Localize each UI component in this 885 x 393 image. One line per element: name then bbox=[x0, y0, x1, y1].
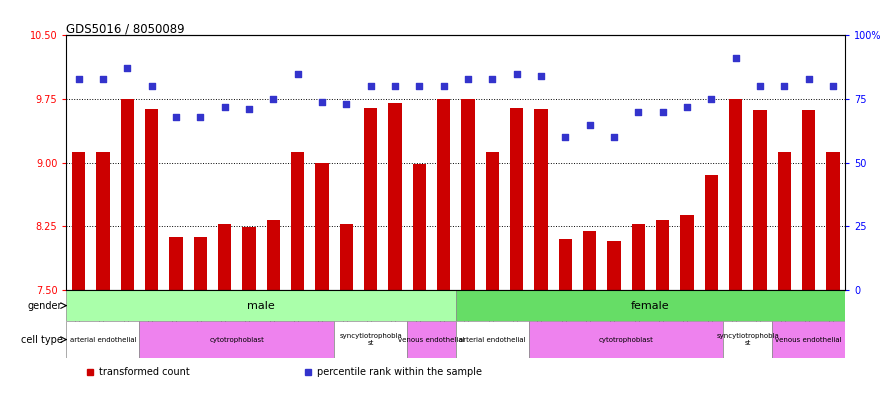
Bar bbox=[315, 163, 328, 290]
Text: cytotrophoblast: cytotrophoblast bbox=[209, 336, 265, 343]
Bar bbox=[461, 99, 474, 290]
Bar bbox=[827, 152, 840, 290]
Bar bbox=[96, 152, 110, 290]
Text: gender: gender bbox=[28, 301, 63, 310]
Bar bbox=[632, 224, 645, 290]
Bar bbox=[335, 321, 407, 358]
Text: percentile rank within the sample: percentile rank within the sample bbox=[317, 367, 482, 377]
Bar bbox=[456, 321, 528, 358]
Point bbox=[826, 83, 840, 90]
Point bbox=[558, 134, 573, 140]
Point bbox=[582, 121, 596, 128]
Bar bbox=[66, 321, 140, 358]
Text: female: female bbox=[631, 301, 670, 310]
Bar bbox=[218, 224, 231, 290]
Text: cytotrophoblast: cytotrophoblast bbox=[598, 336, 654, 343]
Bar bbox=[558, 239, 572, 290]
Bar bbox=[169, 237, 182, 290]
Bar bbox=[266, 220, 280, 290]
Bar bbox=[729, 99, 743, 290]
Bar bbox=[389, 103, 402, 290]
Text: venous endothelial: venous endothelial bbox=[775, 336, 842, 343]
Point bbox=[802, 75, 816, 82]
Point bbox=[631, 108, 645, 115]
Bar bbox=[802, 110, 815, 290]
Bar bbox=[778, 152, 791, 290]
Point bbox=[242, 106, 256, 112]
Bar bbox=[753, 110, 766, 290]
Bar bbox=[145, 109, 158, 290]
Point bbox=[777, 83, 791, 90]
Bar bbox=[528, 321, 724, 358]
Text: male: male bbox=[247, 301, 275, 310]
Point bbox=[436, 83, 450, 90]
Point bbox=[412, 83, 427, 90]
Bar bbox=[140, 321, 335, 358]
Bar bbox=[407, 321, 456, 358]
Point bbox=[290, 70, 304, 77]
Bar bbox=[535, 109, 548, 290]
Bar bbox=[656, 220, 669, 290]
Bar bbox=[340, 224, 353, 290]
Point bbox=[218, 103, 232, 110]
Bar bbox=[607, 241, 620, 290]
Bar bbox=[681, 215, 694, 290]
Point bbox=[680, 103, 694, 110]
Point bbox=[753, 83, 767, 90]
Bar bbox=[66, 290, 456, 321]
Point bbox=[193, 114, 207, 120]
Bar bbox=[364, 108, 377, 290]
Bar bbox=[412, 164, 426, 290]
Point bbox=[656, 108, 670, 115]
Point bbox=[704, 96, 719, 102]
Bar bbox=[291, 152, 304, 290]
Point bbox=[728, 55, 743, 61]
Point bbox=[315, 98, 329, 105]
Point bbox=[120, 65, 135, 72]
Text: syncytiotrophobla
st: syncytiotrophobla st bbox=[717, 333, 779, 346]
Text: arterial endothelial: arterial endothelial bbox=[459, 336, 526, 343]
Bar bbox=[583, 231, 596, 290]
Bar bbox=[72, 152, 85, 290]
Text: syncytiotrophobla
st: syncytiotrophobla st bbox=[339, 333, 402, 346]
Bar bbox=[120, 99, 134, 290]
Point bbox=[144, 83, 158, 90]
Bar bbox=[772, 321, 845, 358]
Point bbox=[339, 101, 353, 107]
Point bbox=[607, 134, 621, 140]
Text: GDS5016 / 8050089: GDS5016 / 8050089 bbox=[66, 22, 185, 35]
Point bbox=[169, 114, 183, 120]
Text: venous endothelial: venous endothelial bbox=[398, 336, 465, 343]
Point bbox=[534, 73, 548, 79]
Point bbox=[96, 75, 110, 82]
Point bbox=[461, 75, 475, 82]
Bar bbox=[486, 152, 499, 290]
Bar bbox=[242, 227, 256, 290]
Point bbox=[72, 75, 86, 82]
Point bbox=[364, 83, 378, 90]
Bar bbox=[510, 108, 523, 290]
Bar bbox=[456, 290, 845, 321]
Point bbox=[510, 70, 524, 77]
Point bbox=[388, 83, 402, 90]
Point bbox=[266, 96, 281, 102]
Bar bbox=[724, 321, 772, 358]
Text: cell type: cell type bbox=[20, 334, 63, 345]
Bar bbox=[704, 175, 718, 290]
Text: arterial endothelial: arterial endothelial bbox=[70, 336, 136, 343]
Bar bbox=[437, 99, 450, 290]
Bar bbox=[194, 237, 207, 290]
Text: transformed count: transformed count bbox=[99, 367, 190, 377]
Point bbox=[485, 75, 499, 82]
